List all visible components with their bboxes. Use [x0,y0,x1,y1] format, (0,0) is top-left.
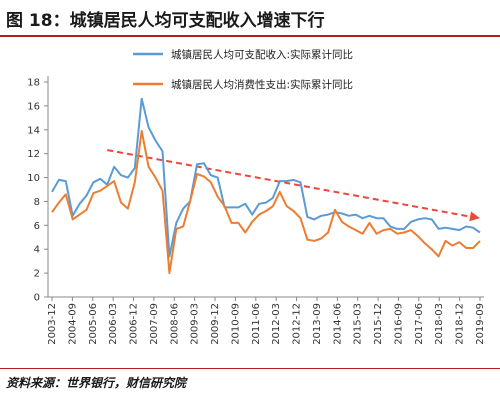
x-tick-label: 2005-06 [88,303,99,345]
series-layer [51,97,481,275]
x-tick-label: 2006-03 [108,303,119,345]
figure-title: 图 18：城镇居民人均可支配收入增速下行 [6,11,325,31]
y-tick-label: 10 [27,173,40,184]
y-tick-label: 12 [27,149,40,160]
source-note: 资料来源：世界银行，财信研究院 [6,376,187,390]
y-tick-label: 18 [27,78,40,89]
x-tick-label: 2010-09 [230,303,241,345]
x-tick-label: 2003-12 [47,303,58,345]
y-tick-label: 16 [27,101,40,112]
source-divider [0,368,500,369]
y-tick-label: 6 [34,221,40,232]
x-tick-label: 2012-03 [271,303,282,345]
y-tick-label: 2 [34,269,40,280]
y-tick-label: 8 [34,197,40,208]
x-tick-label: 2012-12 [292,303,303,345]
x-tick-label: 2016-09 [393,303,404,345]
series-line-income [51,97,481,258]
y-tick-label: 4 [34,245,40,256]
x-tick-label: 2008-06 [169,303,180,345]
legend-label-income: 城镇居民人均可支配收入:实际累计同比 [171,48,353,61]
x-tick-label: 2013-09 [312,303,323,345]
series-line-consumption [51,130,481,275]
x-tick-label: 2006-12 [129,303,140,345]
trend-arrow-line [107,149,473,218]
x-tick-label: 2009-12 [210,303,221,345]
x-tick-label: 2004-09 [67,303,78,345]
title-divider [0,35,500,37]
chart-axes: 0 2 4 6 8 10 12 14 16 18 2003-12 2004-09 2005-06 2006… [27,76,486,345]
trend-layer [107,149,480,222]
x-tick-label: 2018-03 [434,303,445,345]
title-bar: 图 18：城镇居民人均可支配收入增速下行 [0,0,500,38]
line-chart: 0 2 4 6 8 10 12 14 16 18 2003-12 2004-09 2005-06 2006… [27,48,486,345]
legend-label-consumption: 城镇居民人均消费性支出:实际累计同比 [171,78,353,91]
x-tick-label: 2011-06 [251,303,262,345]
x-tick-label: 2007-09 [149,303,160,345]
y-tick-label: 14 [27,125,40,136]
x-tick-label: 2009-03 [190,303,201,345]
x-tick-label: 2017-06 [414,303,425,345]
x-tick-label: 2018-12 [455,303,466,345]
x-tick-label: 2015-12 [373,303,384,345]
trend-arrow-head [469,211,480,222]
x-tick-label: 2019-09 [475,303,486,345]
y-tick-label: 0 [34,293,40,304]
x-tick-label: 2014-06 [332,303,343,345]
x-tick-label: 2015-03 [353,303,364,345]
